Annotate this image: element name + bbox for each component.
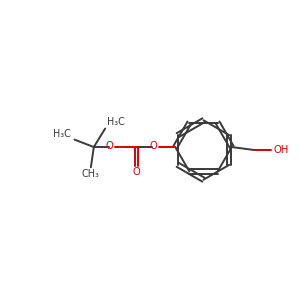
Text: O: O: [133, 167, 140, 177]
Text: CH₃: CH₃: [82, 169, 100, 179]
Text: O: O: [150, 141, 158, 152]
Text: H₃C: H₃C: [53, 129, 71, 139]
Text: OH: OH: [273, 145, 288, 155]
Text: H₃C: H₃C: [106, 117, 124, 127]
Text: O: O: [106, 141, 114, 152]
